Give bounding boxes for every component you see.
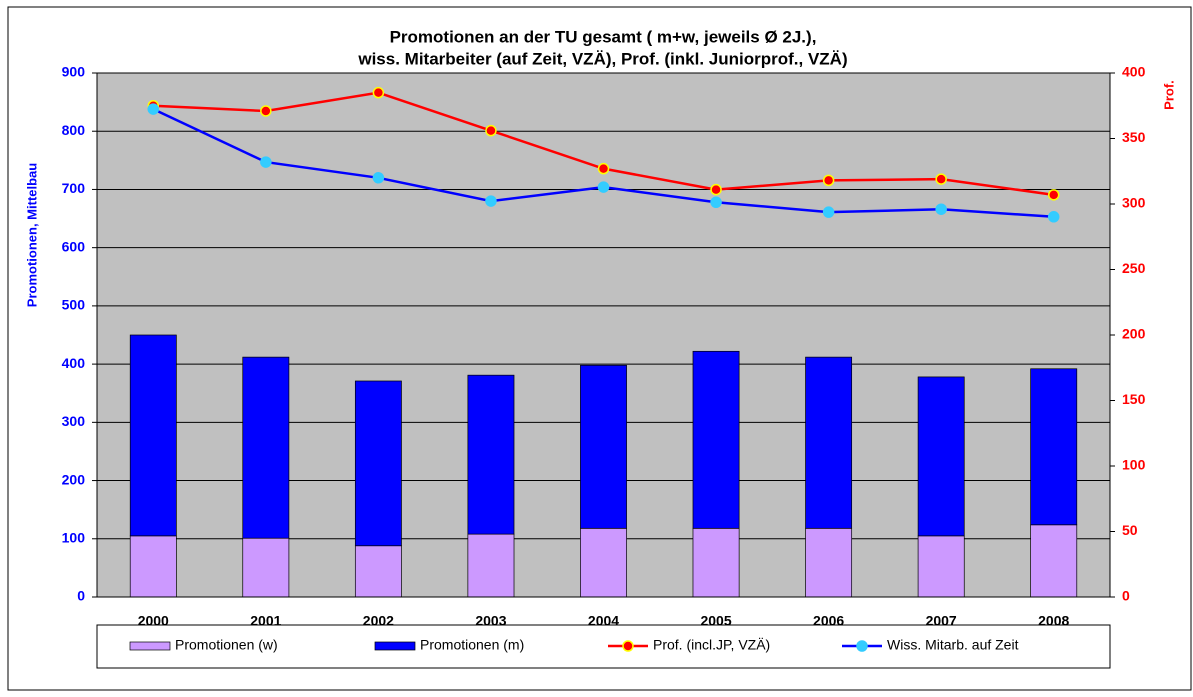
marker bbox=[372, 172, 385, 184]
marker bbox=[822, 206, 835, 218]
bar bbox=[242, 537, 290, 598]
bar bbox=[467, 374, 515, 535]
bar bbox=[129, 535, 177, 598]
bar bbox=[917, 376, 965, 537]
y-axis-label: Promotionen, Mittelbau bbox=[24, 163, 39, 308]
bar bbox=[692, 350, 740, 529]
bar bbox=[354, 545, 402, 598]
marker bbox=[597, 162, 610, 175]
legend-swatch bbox=[129, 641, 171, 651]
y-tick-label: 200 bbox=[62, 471, 86, 487]
legend-marker bbox=[622, 640, 634, 652]
x-tick-label: 2008 bbox=[1038, 613, 1069, 629]
bar bbox=[580, 527, 627, 598]
y2-axis-label: Prof. bbox=[1161, 80, 1176, 110]
legend-label: Promotionen (w) bbox=[175, 637, 278, 653]
marker bbox=[260, 156, 272, 168]
marker bbox=[1047, 211, 1060, 223]
y2-tick-label: 100 bbox=[1122, 457, 1146, 473]
legend-label: Wiss. Mitarb. auf Zeit bbox=[887, 637, 1019, 653]
y2-tick-label: 0 bbox=[1122, 588, 1130, 604]
marker bbox=[822, 174, 835, 187]
y2-tick-label: 150 bbox=[1122, 391, 1146, 407]
bar bbox=[1030, 524, 1078, 598]
y-tick-label: 800 bbox=[62, 122, 86, 138]
chart-title: Promotionen an der TU gesamt ( m+w, jewe… bbox=[390, 27, 817, 46]
x-tick-label: 2001 bbox=[250, 613, 281, 629]
x-tick-label: 2007 bbox=[926, 613, 957, 629]
x-tick-label: 2002 bbox=[363, 613, 394, 629]
bar bbox=[242, 356, 290, 539]
marker bbox=[485, 195, 497, 207]
chart-title: wiss. Mitarbeiter (auf Zeit, VZÄ), Prof.… bbox=[357, 49, 847, 68]
marker bbox=[372, 86, 385, 99]
y-tick-label: 0 bbox=[77, 588, 85, 604]
y-tick-label: 500 bbox=[62, 297, 86, 313]
y2-tick-label: 350 bbox=[1122, 129, 1146, 145]
legend-label: Prof. (incl.JP, VZÄ) bbox=[653, 637, 770, 653]
bar bbox=[580, 364, 627, 529]
y-tick-label: 400 bbox=[62, 355, 86, 371]
marker bbox=[260, 105, 272, 117]
bar bbox=[692, 527, 740, 598]
x-tick-label: 2006 bbox=[813, 613, 844, 629]
bar bbox=[805, 527, 853, 598]
x-tick-label: 2003 bbox=[475, 613, 506, 629]
legend-swatch bbox=[374, 641, 416, 651]
y-tick-label: 900 bbox=[62, 64, 86, 80]
y2-tick-label: 50 bbox=[1122, 522, 1138, 538]
y2-tick-label: 200 bbox=[1122, 326, 1146, 342]
marker bbox=[710, 196, 722, 209]
y2-tick-label: 400 bbox=[1122, 64, 1146, 80]
x-tick-label: 2005 bbox=[700, 613, 731, 629]
legend-frame bbox=[96, 624, 1111, 669]
y-tick-label: 100 bbox=[62, 529, 86, 545]
legend-marker bbox=[856, 640, 868, 652]
bar bbox=[467, 533, 515, 598]
marker bbox=[935, 203, 947, 215]
marker bbox=[147, 103, 160, 115]
y-tick-label: 300 bbox=[62, 413, 86, 429]
y-tick-label: 700 bbox=[62, 180, 86, 196]
y-tick-label: 600 bbox=[62, 238, 86, 254]
legend-label: Promotionen (m) bbox=[420, 637, 524, 653]
bar bbox=[917, 535, 965, 598]
marker bbox=[1047, 189, 1060, 201]
bar bbox=[1030, 368, 1078, 526]
bar bbox=[354, 380, 402, 547]
y2-tick-label: 300 bbox=[1122, 195, 1146, 211]
bar bbox=[805, 356, 853, 529]
marker bbox=[710, 183, 722, 196]
x-tick-label: 2000 bbox=[138, 613, 169, 629]
bar bbox=[129, 334, 177, 537]
marker bbox=[935, 173, 947, 185]
x-tick-label: 2004 bbox=[588, 613, 619, 629]
y2-tick-label: 250 bbox=[1122, 260, 1146, 276]
marker bbox=[485, 124, 497, 137]
marker bbox=[597, 181, 610, 193]
